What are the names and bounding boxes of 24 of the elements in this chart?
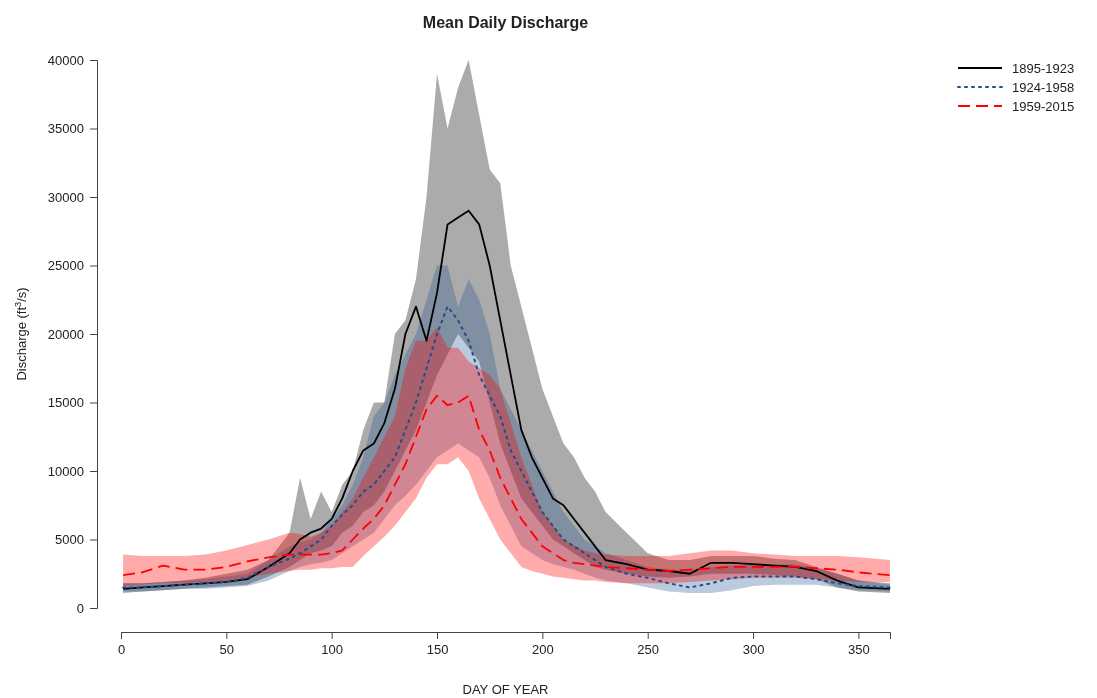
chart-title: Mean Daily Discharge xyxy=(422,14,589,31)
x-tick-label: 150 xyxy=(426,642,449,658)
y-tick-label: 40000 xyxy=(47,52,84,68)
y-tick-label: 5000 xyxy=(55,532,84,548)
line-series xyxy=(122,209,891,590)
y-tick-label: 30000 xyxy=(47,189,84,205)
x-tick-label: 50 xyxy=(219,642,235,658)
x-axis-title: DAY OF YEAR xyxy=(462,682,549,697)
y-tick-label: 20000 xyxy=(47,326,84,342)
y-tick-label: 10000 xyxy=(47,463,84,479)
y-tick-label: 25000 xyxy=(47,258,84,274)
x-tick-label: 250 xyxy=(637,642,660,658)
y-tick-label: 15000 xyxy=(47,395,84,411)
legend-label: 1895-1923 xyxy=(1012,60,1075,76)
line-series xyxy=(122,394,891,577)
legend-label: 1924-1958 xyxy=(1012,79,1075,95)
x-tick-label: 200 xyxy=(532,642,554,658)
y-tick-label: 35000 xyxy=(47,121,84,137)
y-tick-label: 0 xyxy=(76,600,84,616)
x-tick-label: 100 xyxy=(321,642,344,658)
x-tick-label: 300 xyxy=(742,642,765,658)
x-tick-label: 350 xyxy=(848,642,870,658)
legend-label: 1959-2015 xyxy=(1012,98,1075,114)
x-tick-label: 0 xyxy=(117,642,126,658)
